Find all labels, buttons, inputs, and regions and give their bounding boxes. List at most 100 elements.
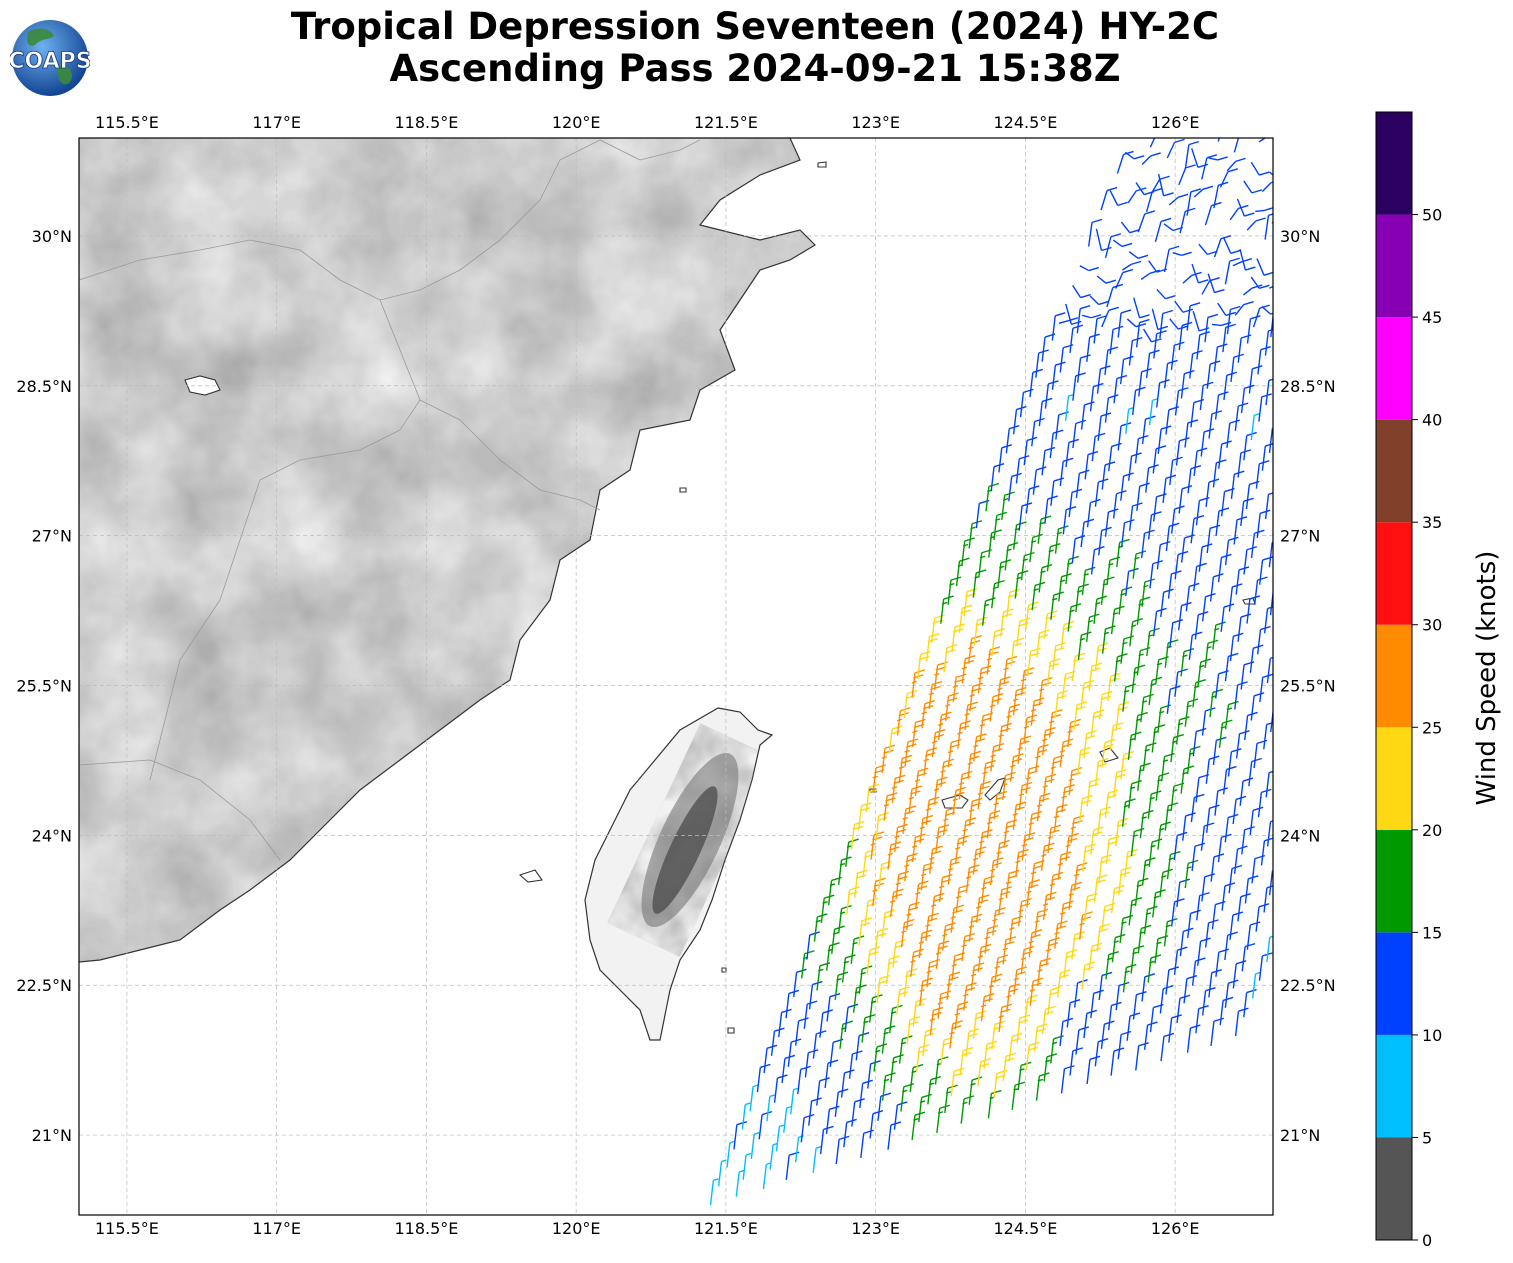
wind-barb bbox=[733, 1121, 748, 1150]
wind-barb bbox=[951, 952, 966, 981]
wind-barb bbox=[1077, 631, 1092, 660]
wind-barb bbox=[1250, 413, 1260, 441]
wind-barb bbox=[1141, 578, 1156, 607]
wind-barb bbox=[1220, 603, 1235, 632]
lon-tick-label: 118.5°E bbox=[394, 113, 458, 132]
colorbar-ticks: 0 5 10 15 20 25 30 35 40 45 50 bbox=[1412, 206, 1442, 1250]
wind-barb bbox=[742, 1152, 752, 1180]
wind-barb bbox=[1160, 752, 1175, 782]
wind-barb bbox=[1029, 533, 1043, 563]
wind-barb bbox=[1017, 897, 1032, 927]
wind-barb bbox=[1120, 635, 1135, 664]
wind-barb bbox=[990, 743, 1004, 772]
wind-barb bbox=[1201, 277, 1220, 295]
wind-barb bbox=[1178, 164, 1196, 186]
wind-barb bbox=[1072, 284, 1091, 299]
wind-barb bbox=[1218, 440, 1232, 469]
wind-barb bbox=[1264, 328, 1273, 356]
wind-barb bbox=[1243, 180, 1263, 194]
wind-barb bbox=[1089, 295, 1109, 306]
wind-barb bbox=[1165, 966, 1180, 995]
wind-barb bbox=[1230, 470, 1245, 499]
wind-barb bbox=[1212, 459, 1227, 488]
wind-barb bbox=[1038, 564, 1053, 593]
wind-barb bbox=[1061, 784, 1075, 813]
lon-tick-label: 123°E bbox=[851, 113, 900, 132]
lat-tick-label: 22.5°N bbox=[1280, 976, 1336, 995]
wind-barb bbox=[1252, 304, 1270, 328]
wind-barb bbox=[1226, 419, 1240, 448]
wind-barb bbox=[958, 604, 973, 633]
wind-barb bbox=[942, 922, 956, 951]
wind-barb bbox=[1038, 676, 1053, 706]
wind-barb bbox=[1140, 693, 1154, 723]
wind-barb bbox=[726, 1140, 736, 1168]
wind-barb bbox=[998, 722, 1013, 752]
wind-barb bbox=[883, 792, 898, 821]
wind-barb bbox=[1210, 1017, 1225, 1047]
wind-barb bbox=[1143, 905, 1158, 935]
wind-barb bbox=[1119, 355, 1134, 385]
wind-barb bbox=[1201, 593, 1216, 622]
wind-barb bbox=[1237, 613, 1252, 642]
wind-barb bbox=[1149, 138, 1156, 148]
wind-barb bbox=[1224, 979, 1239, 1008]
wind-barb bbox=[869, 1110, 884, 1139]
wind-barb bbox=[866, 946, 881, 975]
wind-barb bbox=[1205, 804, 1220, 833]
lat-tick-label: 27°N bbox=[32, 527, 72, 546]
wind-barb bbox=[1117, 1030, 1132, 1060]
wind-barb bbox=[1253, 576, 1268, 605]
wind-barb bbox=[1193, 185, 1214, 198]
wind-barb bbox=[1071, 535, 1086, 564]
colorbar-tick-label: 50 bbox=[1422, 206, 1442, 225]
wind-barb bbox=[1030, 697, 1045, 726]
wind-barb bbox=[1204, 639, 1219, 668]
lon-tick-label: 126°E bbox=[1151, 1219, 1200, 1238]
wind-barb bbox=[1120, 472, 1134, 501]
wind-barb bbox=[1117, 309, 1132, 338]
lat-tick-label: 28.5°N bbox=[16, 377, 72, 396]
wind-barb bbox=[975, 894, 990, 923]
wind-barb bbox=[1157, 173, 1174, 197]
wind-barb bbox=[1188, 631, 1203, 660]
wind-barb bbox=[1156, 540, 1171, 570]
wind-barb bbox=[741, 1102, 751, 1130]
wind-barb bbox=[1116, 150, 1134, 174]
wind-barb bbox=[1013, 966, 1028, 995]
wind-barb bbox=[1094, 1037, 1109, 1067]
wind-barb bbox=[910, 948, 924, 977]
wind-barb bbox=[1224, 931, 1238, 960]
wind-barb bbox=[1034, 908, 1049, 938]
wind-barb bbox=[1020, 551, 1035, 581]
colorbar-bin bbox=[1376, 317, 1412, 420]
wind-barb bbox=[1206, 524, 1221, 554]
wind-barb bbox=[1147, 790, 1162, 819]
wind-barb bbox=[1219, 168, 1238, 188]
wind-barb bbox=[1134, 711, 1148, 741]
wind-barb bbox=[1140, 269, 1161, 280]
wind-barb bbox=[947, 856, 962, 885]
wind-barb bbox=[1126, 1012, 1141, 1041]
wind-barb bbox=[1240, 384, 1255, 414]
wind-barb bbox=[1198, 543, 1213, 572]
wind-barb bbox=[794, 1017, 809, 1046]
wind-barb bbox=[1204, 313, 1219, 343]
wind-barb bbox=[1049, 429, 1064, 458]
wind-barb bbox=[1219, 996, 1234, 1026]
wind-barb bbox=[1222, 237, 1241, 255]
wind-barb bbox=[1190, 398, 1205, 428]
wind-barb bbox=[790, 1087, 799, 1115]
colorbar-bin bbox=[1376, 112, 1412, 215]
wind-barb bbox=[808, 1097, 822, 1126]
wind-barb bbox=[1033, 1023, 1048, 1052]
wind-barb bbox=[1190, 514, 1205, 544]
wind-barb bbox=[1266, 820, 1273, 847]
wind-barb bbox=[888, 725, 903, 754]
wind-barb bbox=[1180, 534, 1195, 563]
wind-barb bbox=[1241, 942, 1256, 972]
map-panel bbox=[78, 137, 1274, 1216]
wind-barb bbox=[1250, 529, 1265, 559]
wind-barb bbox=[935, 824, 950, 853]
